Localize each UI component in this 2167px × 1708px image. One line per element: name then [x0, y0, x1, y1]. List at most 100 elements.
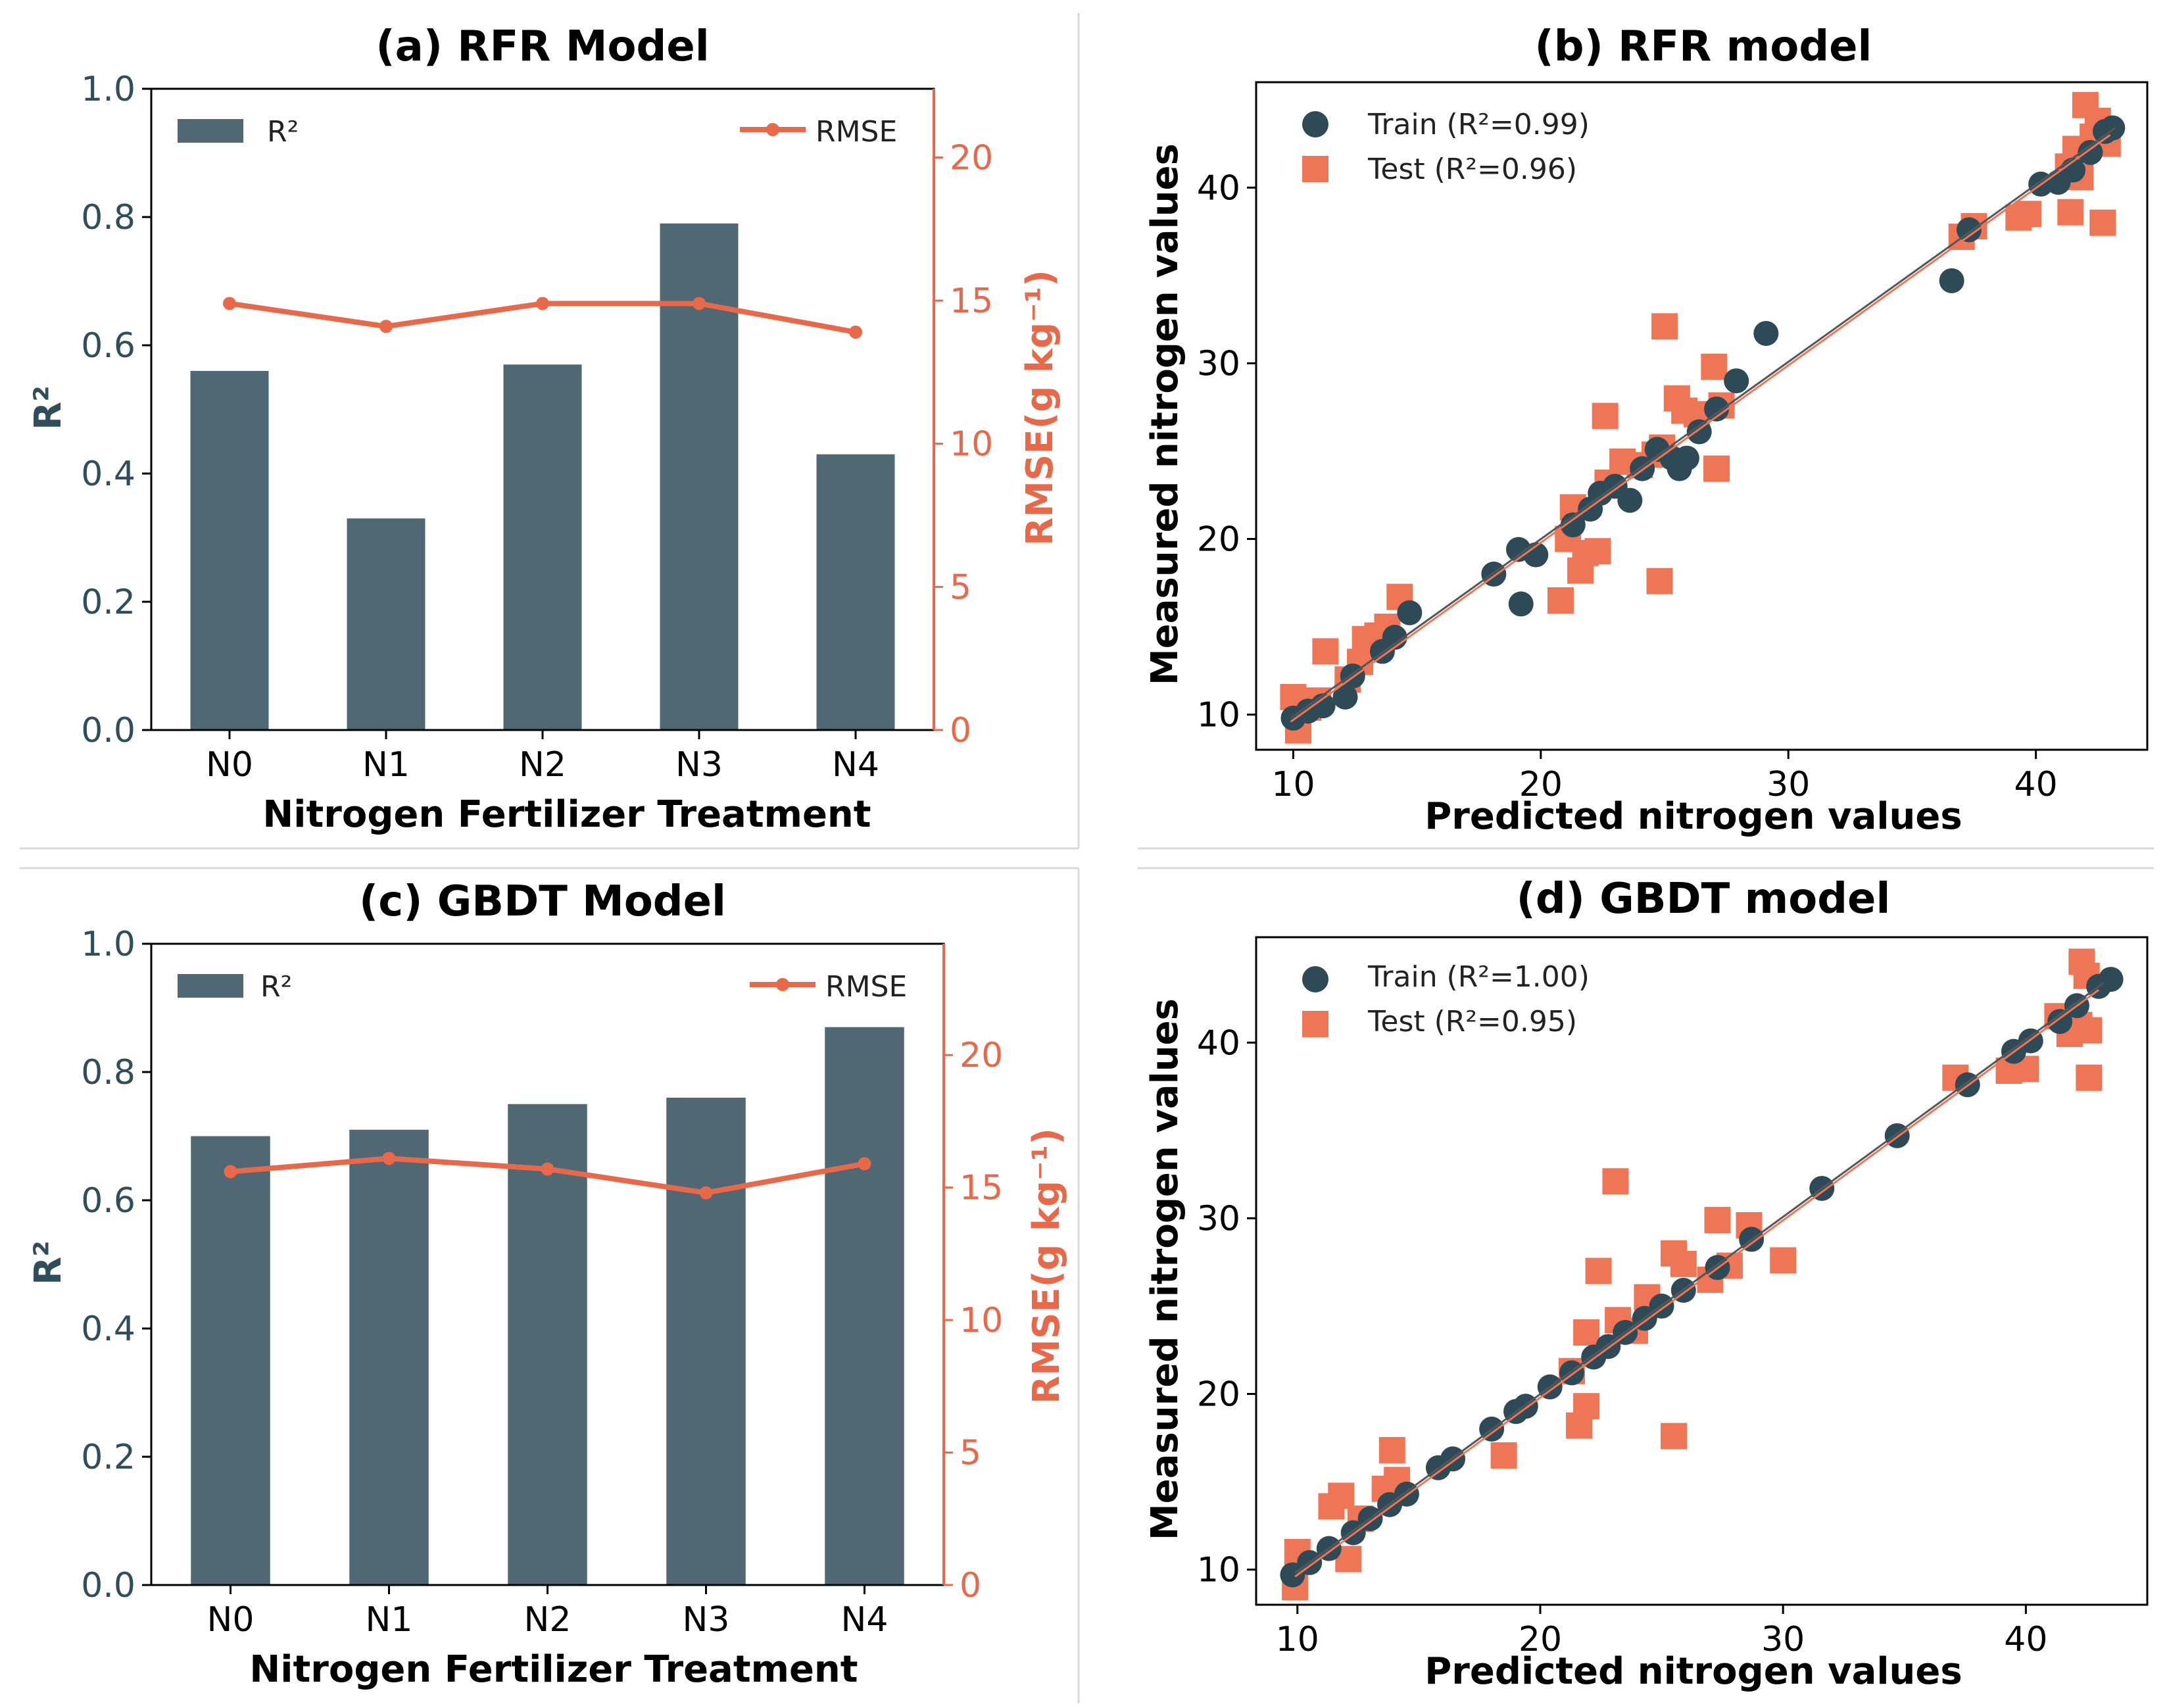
y-tick-label: 20 — [1197, 520, 1240, 559]
y-tick-label: 30 — [1197, 1199, 1240, 1238]
legend-test-marker — [1302, 156, 1328, 182]
r2-bar-N2 — [503, 364, 582, 730]
x-tick-label: N2 — [519, 745, 566, 785]
train-point — [1560, 512, 1586, 538]
x-tick-label: N0 — [207, 1600, 255, 1640]
x-tick-label: 30 — [1766, 765, 1810, 804]
y2-tick-label: 5 — [950, 568, 971, 607]
panel-c-title: (c) GBDT Model — [359, 877, 726, 926]
test-point — [1573, 1319, 1600, 1346]
test-point — [1312, 638, 1339, 665]
train-point — [1674, 445, 1699, 471]
test-point — [1701, 353, 1728, 380]
panel-b-legend-train-label: Train (R²=0.99) — [1367, 108, 1590, 141]
panel-b-y-axis-label: Measured nitrogen values — [1144, 143, 1186, 685]
x-tick-label: N1 — [362, 745, 410, 785]
plot-frame — [1255, 81, 2149, 751]
panel-a-plot-area: 0.0 0.2 0.4 0.6 0.8 1.0 0 5 10 15 20 N0 N1 N2 N3 N4 — [81, 70, 993, 785]
rmse-point-N0 — [224, 1165, 237, 1179]
rmse-point-N4 — [858, 1157, 871, 1171]
panel-a-y2-axis-label: RMSE(g kg⁻¹) — [1019, 270, 1061, 546]
train-point — [1724, 368, 1749, 394]
y2-tick-label: 20 — [950, 138, 993, 178]
x-tick-label: 40 — [2014, 765, 2058, 804]
x-tick-label: N1 — [366, 1600, 413, 1640]
panel-c-x-axis-label: Nitrogen Fertilizer Treatment — [249, 1648, 858, 1691]
y2-tick-label: 15 — [960, 1169, 1003, 1208]
plot-frame — [1255, 936, 2149, 1606]
x-tick-label: N4 — [832, 745, 879, 785]
panel-d-title: (d) GBDT model — [1517, 875, 1891, 923]
panel-c-gbdt-bar-chart: (c) GBDT Model 0.0 0.2 0.4 0.6 0.8 1.0 0 5 10 15 2… — [27, 877, 1068, 1691]
legend-train-marker — [1302, 111, 1328, 137]
panel-c-legend-r2-label: R² — [260, 970, 292, 1004]
x-tick-label: 40 — [2004, 1620, 2047, 1659]
test-point — [1592, 403, 1619, 429]
y-tick-label: 0.0 — [81, 711, 135, 750]
y-tick-label: 0.4 — [81, 454, 135, 494]
y-tick-label: 30 — [1197, 344, 1240, 383]
panel-a-x-axis-label: Nitrogen Fertilizer Treatment — [262, 793, 871, 836]
r2-bar-N2 — [508, 1104, 587, 1585]
train-point — [2060, 157, 2086, 183]
y-tick-label: 0.4 — [81, 1309, 135, 1349]
y-tick-label: 20 — [1197, 1375, 1240, 1414]
y2-tick-label: 20 — [960, 1036, 1003, 1075]
r2-bar-N0 — [191, 1136, 270, 1585]
rmse-point-N2 — [536, 297, 549, 310]
legend-test-marker — [1302, 1011, 1328, 1037]
y-tick-label: 0.2 — [81, 1438, 135, 1477]
y2-tick-label: 0 — [960, 1566, 981, 1605]
panel-d-x-axis-label: Predicted nitrogen values — [1424, 1650, 1962, 1693]
panel-a-legend-rmse-label: RMSE — [816, 115, 897, 149]
x-tick-label: N3 — [675, 745, 723, 785]
test-point — [1704, 1207, 1731, 1234]
y-tick-label: 10 — [1197, 696, 1240, 735]
test-point — [1670, 1250, 1697, 1277]
test-point — [1651, 313, 1678, 340]
panel-c-y-axis-label: R² — [27, 1240, 70, 1285]
panel-c-plot-area: 0.0 0.2 0.4 0.6 0.8 1.0 0 5 10 15 20 N0 N1 N2 N3 N4 — [81, 925, 1003, 1640]
rmse-point-N3 — [693, 297, 706, 310]
test-point — [1584, 538, 1611, 565]
train-point — [1508, 591, 1534, 617]
train-point — [1617, 487, 1643, 513]
panel-a-y-axis-label: R² — [27, 385, 70, 430]
test-point — [2015, 201, 2042, 228]
rmse-point-N3 — [699, 1186, 713, 1200]
y-tick-label: 0.0 — [81, 1566, 135, 1605]
train-point — [2098, 967, 2124, 992]
rmse-point-N4 — [849, 325, 862, 339]
panel-c-y2-axis-label: RMSE(g kg⁻¹) — [1025, 1128, 1068, 1404]
train-point — [1523, 542, 1549, 568]
panel-a-rfr-bar-chart: (a) RFR Model 0.0 0.2 0.4 0.6 0.8 1.0 0 5 10 15 20… — [27, 22, 1061, 836]
test-point — [1602, 1168, 1629, 1195]
rmse-point-N1 — [382, 1152, 396, 1165]
train-fit-line — [1294, 982, 2105, 1574]
train-point — [1753, 320, 1779, 346]
r2-bar-N3 — [666, 1098, 746, 1585]
panel-d-legend-train-label: Train (R²=1.00) — [1367, 960, 1590, 994]
y-tick-label: 0.8 — [81, 198, 135, 237]
train-point — [1704, 396, 1730, 422]
x-tick-label: N4 — [841, 1600, 889, 1640]
y2-tick-label: 15 — [950, 281, 993, 321]
x-tick-label: 10 — [1271, 765, 1315, 804]
x-tick-label: N0 — [206, 745, 253, 785]
x-tick-label: 30 — [1761, 1620, 1805, 1659]
rmse-point-N1 — [379, 320, 393, 333]
y-tick-label: 0.2 — [81, 583, 135, 622]
test-fit-line — [1290, 134, 2111, 723]
test-point — [1585, 1257, 1612, 1284]
rmse-point-N2 — [541, 1162, 554, 1176]
r2-bar-N4 — [816, 454, 895, 730]
y-tick-label: 0.6 — [81, 1181, 135, 1221]
panel-b-title: (b) RFR model — [1535, 22, 1872, 71]
panel-d-legend-test-label: Test (R²=0.95) — [1367, 1005, 1577, 1038]
test-point — [1770, 1247, 1797, 1274]
panel-b-x-axis-label: Predicted nitrogen values — [1424, 795, 1962, 838]
panel-b-rfr-scatter: (b) RFR model 10 20 30 40 10 20 30 40 Predicted… — [1144, 22, 2149, 838]
panel-d-plot-area: 10 20 30 40 10 20 30 40 — [1197, 936, 2149, 1659]
r2-bar-N1 — [349, 1129, 429, 1585]
